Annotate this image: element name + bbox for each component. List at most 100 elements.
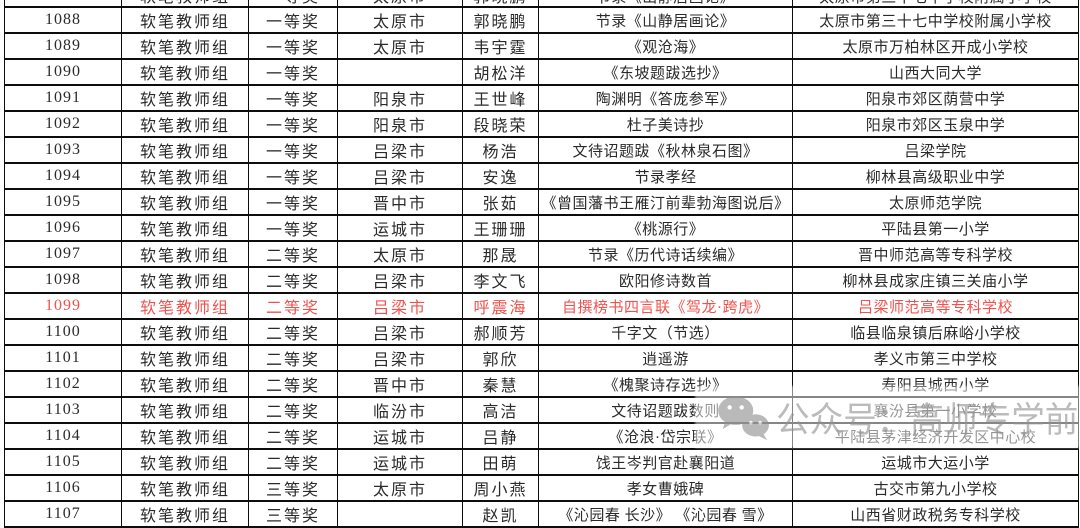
cell-group: 软笔教师组 — [121, 6, 249, 34]
cell-school: 太原市万柏林区开成小学校 — [792, 32, 1079, 60]
table-row: 1105 软笔教师组 二等奖 运城市 田萌 饯王岑判官赴襄阳道 运城市大运小学 — [4, 448, 1079, 476]
cell-id: 1103 — [4, 396, 122, 424]
table-row: 1100 软笔教师组 二等奖 吕梁市 郝顺芳 千字文（节选） 临县临泉镇后麻峪小… — [4, 318, 1079, 346]
cell-id — [4, 0, 122, 8]
cell-school: 平陆县茅津经济开发区中心校 — [792, 422, 1079, 450]
cell-id: 1104 — [4, 422, 122, 450]
cell-name: 王世峰 — [462, 84, 539, 112]
table-row: 1098 软笔教师组 二等奖 吕梁市 李文飞 欧阳修诗数首 柳林县成家庄镇三关庙… — [4, 266, 1079, 294]
cell-group: 软笔教师组 — [121, 422, 249, 450]
cell-id: 1097 — [4, 240, 122, 268]
partial-top-row: 软笔教师组 一等奖 太原市 郭晓鹏 节录《山静居画论》 太原市第三十七中学校附属… — [4, 0, 1079, 8]
cell-name: 李文飞 — [462, 266, 539, 294]
cell-city: 太原市 — [337, 32, 463, 60]
cell-school: 阳泉市郊区荫营中学 — [792, 84, 1079, 112]
cell-id: 1099 — [4, 292, 122, 320]
cell-group: 软笔教师组 — [121, 500, 249, 528]
cell-work: 节录孝经 — [538, 162, 793, 190]
cell-work: 节录《山静居画论》 — [538, 6, 793, 34]
cell-school: 古交市第九小学校 — [792, 474, 1079, 502]
cell-award: 二等奖 — [248, 318, 338, 346]
cell-id: 1098 — [4, 266, 122, 294]
cell-work: 《曾国藩书王雁汀前辈勃海图说后》 — [538, 188, 793, 216]
cell-award: 一等奖 — [248, 162, 338, 190]
table-row: 1096 软笔教师组 一等奖 运城市 王珊珊 《桃源行》 平陆县第一小学 — [4, 214, 1079, 242]
cell-award: 一等奖 — [248, 84, 338, 112]
cell-group: 软笔教师组 — [121, 32, 249, 60]
table-row: 1101 软笔教师组 二等奖 吕梁市 郭欣 逍遥游 孝义市第三中学校 — [4, 344, 1079, 372]
cell-id: 1088 — [4, 6, 122, 34]
cell-group: 软笔教师组 — [121, 370, 249, 398]
cell-city: 太原市 — [337, 6, 463, 34]
cell-name: 王珊珊 — [462, 214, 539, 242]
cell-award: 二等奖 — [248, 422, 338, 450]
cell-work: 陶渊明《答庞参军》 — [538, 84, 793, 112]
cell-school: 襄汾县第一小学校 — [792, 396, 1079, 424]
cell-group: 软笔教师组 — [121, 266, 249, 294]
cell-group: 软笔教师组 — [121, 396, 249, 424]
cell-name: 田萌 — [462, 448, 539, 476]
cell-group: 软笔教师组 — [121, 110, 249, 138]
cell-name: 韦宇霆 — [462, 32, 539, 60]
table-row: 1092 软笔教师组 一等奖 阳泉市 段晓荣 杜子美诗抄 阳泉市郊区玉泉中学 — [4, 110, 1079, 138]
cell-name: 郭欣 — [462, 344, 539, 372]
cell-school: 运城市大运小学 — [792, 448, 1079, 476]
cell-award: 一等奖 — [248, 6, 338, 34]
awards-table-body: 软笔教师组 一等奖 太原市 郭晓鹏 节录《山静居画论》 太原市第三十七中学校附属… — [4, 0, 1079, 528]
cell-city — [337, 58, 463, 86]
cell-work: 《东坡题跋选抄》 — [538, 58, 793, 86]
cell-group: 软笔教师组 — [121, 0, 249, 8]
cell-group: 软笔教师组 — [121, 162, 249, 190]
table-row: 1088 软笔教师组 一等奖 太原市 郭晓鹏 节录《山静居画论》 太原市第三十七… — [4, 6, 1079, 34]
cell-school: 山西省财政税务专科学校 — [792, 500, 1079, 528]
table-row: 1104 软笔教师组 二等奖 运城市 吕静 《沧浪·岱宗联》 平陆县茅津经济开发… — [4, 422, 1079, 450]
cell-award: 二等奖 — [248, 396, 338, 424]
cell-name: 胡松洋 — [462, 58, 539, 86]
cell-id: 1106 — [4, 474, 122, 502]
cell-name: 秦慧 — [462, 370, 539, 398]
cell-school: 太原市第三十七中学校附属小学校 — [792, 6, 1079, 34]
cell-award: 二等奖 — [248, 448, 338, 476]
cell-group: 软笔教师组 — [121, 240, 249, 268]
cell-id: 1090 — [4, 58, 122, 86]
cell-school: 太原市第三十七中学校附属小学校 — [792, 0, 1079, 8]
cell-id: 1089 — [4, 32, 122, 60]
cell-group: 软笔教师组 — [121, 448, 249, 476]
cell-city: 运城市 — [337, 422, 463, 450]
cell-work: 文待诏题跋《秋林泉石图》 — [538, 136, 793, 164]
cell-group: 软笔教师组 — [121, 58, 249, 86]
cell-award: 三等奖 — [248, 500, 338, 528]
cell-name: 段晓荣 — [462, 110, 539, 138]
cell-award: 二等奖 — [248, 266, 338, 294]
cell-school: 太原师范学院 — [792, 188, 1079, 216]
cell-school: 阳泉市郊区玉泉中学 — [792, 110, 1079, 138]
cell-award: 一等奖 — [248, 110, 338, 138]
cell-school: 柳林县高级职业中学 — [792, 162, 1079, 190]
cell-id: 1096 — [4, 214, 122, 242]
cell-id: 1101 — [4, 344, 122, 372]
cell-award: 一等奖 — [248, 188, 338, 216]
cell-city: 吕梁市 — [337, 266, 463, 294]
cell-school: 临县临泉镇后麻峪小学校 — [792, 318, 1079, 346]
table-row: 1106 软笔教师组 三等奖 太原市 周小燕 孝女曹娥碑 古交市第九小学校 — [4, 474, 1079, 502]
cell-work: 自撰榜书四言联《驾龙·跨虎》 — [538, 292, 793, 320]
cell-group: 软笔教师组 — [121, 188, 249, 216]
cell-work: 节录《历代诗话续编》 — [538, 240, 793, 268]
cell-work: 文待诏题跋数则 — [538, 396, 793, 424]
cell-city: 临汾市 — [337, 396, 463, 424]
cell-award: 二等奖 — [248, 240, 338, 268]
cell-name: 郝顺芳 — [462, 318, 539, 346]
cell-group: 软笔教师组 — [121, 344, 249, 372]
cell-work: 孝女曹娥碑 — [538, 474, 793, 502]
cell-group: 软笔教师组 — [121, 84, 249, 112]
cell-city: 吕梁市 — [337, 162, 463, 190]
cell-city: 太原市 — [337, 0, 463, 8]
cell-city: 吕梁市 — [337, 292, 463, 320]
cell-name: 周小燕 — [462, 474, 539, 502]
cell-work: 《沁园春 长沙》 《沁园春 雪》 — [538, 500, 793, 528]
table-row: 1089 软笔教师组 一等奖 太原市 韦宇霆 《观沧海》 太原市万柏林区开成小学… — [4, 32, 1079, 60]
cell-award: 二等奖 — [248, 292, 338, 320]
cell-work: 《桃源行》 — [538, 214, 793, 242]
cell-work: 千字文（节选） — [538, 318, 793, 346]
cell-group: 软笔教师组 — [121, 136, 249, 164]
